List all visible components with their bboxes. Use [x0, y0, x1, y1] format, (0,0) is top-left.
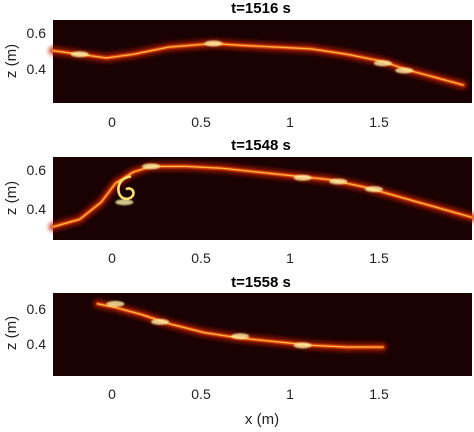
- panel-3-bright-spot: [231, 333, 250, 340]
- panel-1-xtick-0: 0: [108, 114, 116, 130]
- panel-2-title: t=1548 s: [231, 137, 291, 154]
- panel-3-ytick-0.6: 0.6: [27, 301, 47, 317]
- panel-3-xtick-0: 0: [108, 386, 116, 402]
- panel-3-interface-core: [97, 303, 384, 348]
- panel-1-xtick-1.5: 1.5: [369, 114, 389, 130]
- panel-2-billow: [117, 175, 135, 201]
- panel-2-bright-spot: [115, 199, 134, 206]
- panel-1-ylabel: z (m): [3, 44, 20, 78]
- panel-2-ylabel: z (m): [3, 181, 20, 215]
- panel-1: t=1516 s 0.6 0.4 z (m) 0 0.5 1 1.5: [3, 0, 472, 130]
- panel-2: t=1548 s 0.6 0.4 z (m) 0 0.5 1 1.5: [3, 137, 474, 266]
- panel-3: t=1558 s 0.6 0.4 z (m) 0 0.5 1 1.5 x (m): [3, 274, 472, 428]
- panel-1-bright-spot: [373, 60, 392, 67]
- panel-3-xlabel: x (m): [245, 411, 279, 428]
- panel-3-ylabel: z (m): [3, 316, 20, 350]
- panel-3-xtick-1: 1: [286, 386, 294, 402]
- panel-2-bright-spot: [293, 174, 312, 181]
- panel-1-ytick-0.4: 0.4: [27, 61, 47, 77]
- panel-3-xtick-1.5: 1.5: [369, 386, 389, 402]
- panel-1-xtick-0.5: 0.5: [191, 114, 211, 130]
- panel-1-bright-spot: [204, 40, 223, 47]
- panel-2-bright-spot: [142, 163, 161, 170]
- panel-3-bright-spot: [106, 300, 125, 307]
- panel-2-interface-core: [52, 165, 473, 228]
- panel-2-bright-spot: [364, 186, 383, 193]
- panel-3-bright-spot: [293, 342, 312, 349]
- panel-2-xtick-1: 1: [286, 250, 294, 266]
- panel-1-ytick-0.6: 0.6: [27, 25, 47, 41]
- panel-3-ytick-0.4: 0.4: [27, 336, 47, 352]
- panel-2-xtick-1.5: 1.5: [369, 250, 389, 266]
- panel-3-xtick-0.5: 0.5: [191, 386, 211, 402]
- panel-2-xtick-0: 0: [108, 250, 116, 266]
- panel-1-title: t=1516 s: [231, 0, 291, 17]
- panel-2-xtick-0.5: 0.5: [191, 250, 211, 266]
- panel-1-xtick-1: 1: [286, 114, 294, 130]
- panel-1-bright-spot: [70, 51, 89, 58]
- panel-3-title: t=1558 s: [231, 274, 291, 291]
- panel-2-ytick-0.6: 0.6: [27, 162, 47, 178]
- panel-2-bright-spot: [329, 178, 348, 185]
- panel-1-plot-area: [53, 20, 472, 103]
- panel-1-bright-spot: [395, 67, 414, 74]
- panel-3-bright-spot: [150, 318, 169, 325]
- panel-2-ytick-0.4: 0.4: [27, 201, 47, 217]
